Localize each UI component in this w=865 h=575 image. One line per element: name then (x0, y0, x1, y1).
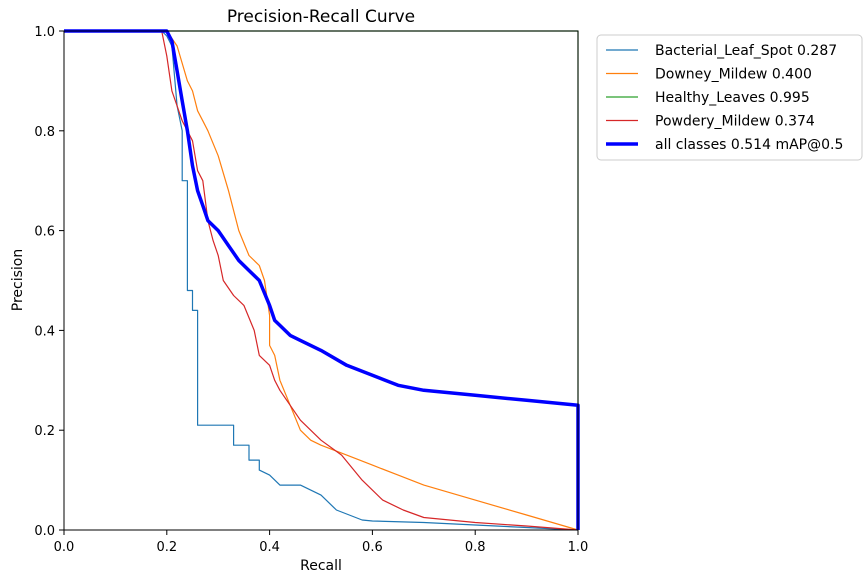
x-tick-label: 0.6 (362, 540, 383, 555)
series-line-all-all (64, 29, 580, 530)
y-axis: 0.0 0.2 0.4 0.6 0.8 1.0 (34, 25, 64, 539)
y-tick-label: 0.0 (34, 524, 55, 539)
legend-label: all classes 0.514 mAP@0.5 (655, 137, 843, 153)
x-tick-label: 0.0 (54, 540, 75, 555)
y-tick-label: 0.2 (34, 424, 55, 439)
x-axis-label: Recall (300, 558, 342, 574)
legend: Bacterial_Leaf_Spot 0.287 Downey_Mildew 0… (596, 34, 863, 161)
x-tick-label: 0.8 (465, 540, 486, 555)
x-tick-label: 0.4 (259, 540, 280, 555)
y-tick-label: 1.0 (34, 25, 55, 40)
legend-box (596, 34, 863, 161)
plot-frame (63, 30, 579, 531)
series-line-powdery-mildew (64, 30, 579, 531)
chart-title: Precision-Recall Curve (227, 7, 415, 27)
x-tick-label: 0.2 (156, 540, 177, 555)
legend-label: Powdery_Mildew 0.374 (655, 114, 815, 130)
legend-label: Bacterial_Leaf_Spot 0.287 (655, 43, 837, 59)
legend-label: Healthy_Leaves 0.995 (655, 90, 810, 106)
x-tick-label: 1.0 (568, 540, 589, 555)
legend-label: Downey_Mildew 0.400 (655, 67, 812, 83)
series-line-downey-mildew (64, 30, 579, 531)
plot-lines (64, 29, 580, 531)
series-line-bacterial-leaf-spot (64, 30, 579, 531)
y-tick-label: 0.8 (34, 125, 55, 140)
series-line-healthy-leaves (64, 30, 579, 530)
y-tick-label: 0.4 (34, 324, 55, 339)
y-tick-label: 0.6 (34, 225, 55, 240)
x-axis: 0.0 0.2 0.4 0.6 0.8 1.0 (54, 530, 589, 555)
y-axis-label: Precision (10, 249, 26, 311)
